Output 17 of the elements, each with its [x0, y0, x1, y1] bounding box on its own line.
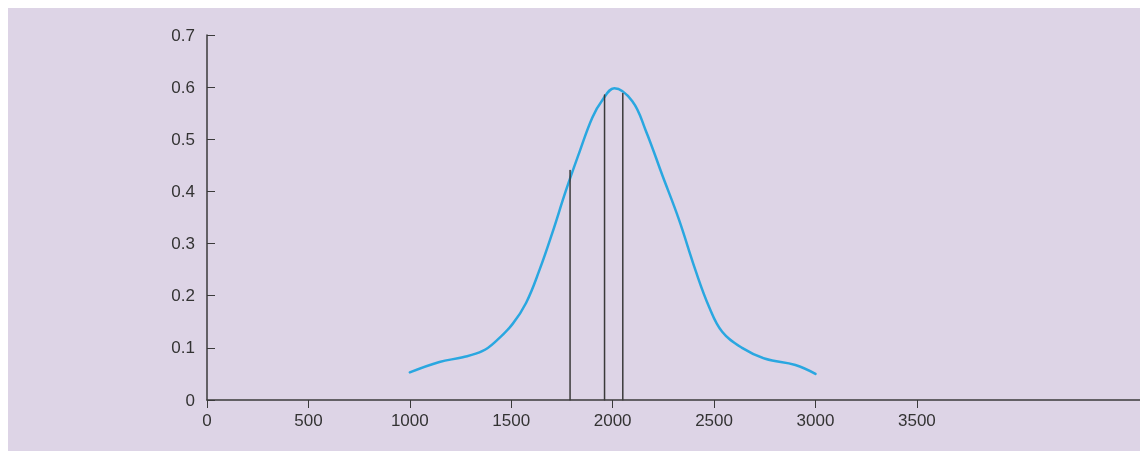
y-tick-label: 0.7 — [171, 25, 195, 45]
x-tick-label: 500 — [294, 411, 323, 430]
x-tick-label: 1000 — [390, 411, 429, 430]
y-tick-label: 0.1 — [171, 338, 195, 358]
y-tick-label: 0.4 — [171, 181, 195, 201]
y-tick-label: 0.6 — [171, 77, 195, 97]
x-tick-label: 3500 — [897, 411, 936, 430]
x-tick-label: 2500 — [695, 411, 733, 430]
y-tick-label: 0.5 — [171, 129, 195, 149]
x-tick-label: 1500 — [492, 411, 531, 430]
line-series — [408, 86, 817, 376]
x-tick-label: 3000 — [796, 411, 835, 430]
y-tick-label: 0.2 — [171, 286, 195, 306]
x-tick-label: 0 — [202, 411, 212, 430]
y-tick-label: 0.3 — [171, 234, 195, 254]
y-tick-label: 0 — [185, 390, 195, 410]
x-tick-label: 2000 — [593, 411, 632, 430]
